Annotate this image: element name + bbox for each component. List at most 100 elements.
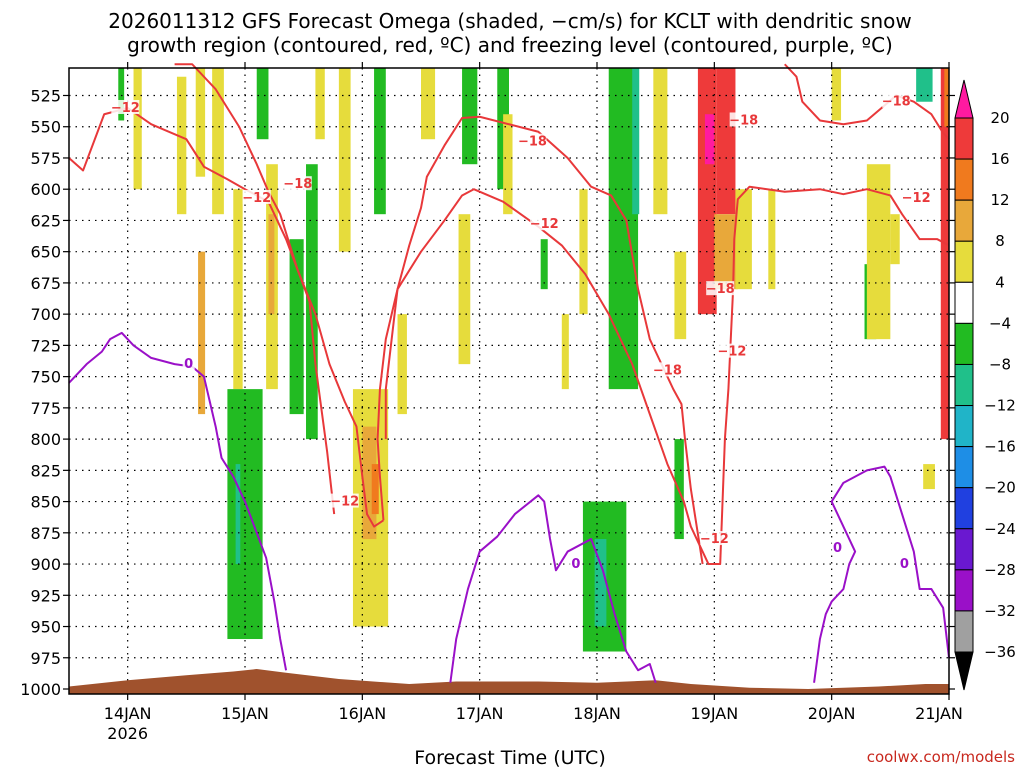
y-tick-label-650: 650 — [30, 243, 61, 262]
colorbar-swatch-11 — [954, 569, 974, 612]
colorbar-swatch-3 — [954, 240, 974, 283]
contour-label-bg-3 — [330, 493, 359, 508]
contour-label-bg-15 — [831, 539, 844, 554]
contour-label-6: −18 — [729, 113, 758, 128]
contour-label-bg-5 — [530, 216, 559, 231]
omega-region-0 — [118, 68, 125, 121]
colorbar-label-3: 8 — [995, 232, 1005, 250]
colorbar-label-4: 4 — [995, 273, 1005, 291]
y-tick-label-700: 700 — [30, 305, 61, 324]
contour-m18-west — [174, 63, 385, 528]
y-tick-label-725: 725 — [30, 336, 61, 355]
colorbar-swatch-5 — [954, 322, 974, 365]
omega-region-26 — [540, 239, 548, 290]
contour-label-bg-14 — [569, 556, 582, 571]
colorbar-label-0: 20 — [990, 109, 1009, 127]
y-tick-label-625: 625 — [30, 211, 61, 230]
plot-frame — [68, 67, 950, 695]
y-tick-label-925: 925 — [30, 586, 61, 605]
omega-region-41 — [768, 189, 776, 290]
contour-label-bg-8 — [902, 189, 931, 204]
omega-region-30 — [594, 539, 607, 627]
x-tick-sublabel-0: 2026 — [107, 724, 148, 743]
omega-region-21 — [421, 68, 436, 140]
contour-label-bg-2 — [283, 176, 312, 191]
omega-region-45 — [890, 214, 900, 265]
omega-region-13 — [306, 164, 318, 440]
colorbar: 20 16 12 8 4 −4 −8 −12 −16 −20 −24 −28 −32 −36 — [954, 79, 1016, 691]
omega-region-33 — [653, 68, 668, 215]
colorbar-swatch-12 — [954, 610, 974, 653]
chart-title-line-2: growth region (contoured, red, ºC) and f… — [127, 33, 893, 57]
y-tick-label-825: 825 — [30, 461, 61, 480]
colorbar-label-12: −32 — [984, 602, 1016, 620]
x-tick-label-0: 14JAN — [104, 704, 152, 723]
omega-region-22 — [458, 214, 471, 365]
x-tick-label-1: 15JAN — [221, 704, 269, 723]
omega-region-25 — [503, 114, 513, 215]
x-tick-label-6: 20JAN — [808, 704, 856, 723]
y-tick-label-750: 750 — [30, 368, 61, 387]
colorbar-top-triangle — [954, 79, 974, 119]
y-tick-label-800: 800 — [30, 430, 61, 449]
omega-region-11 — [268, 214, 275, 315]
contour-label-2: −18 — [283, 177, 312, 192]
y-tick-label-850: 850 — [30, 493, 61, 512]
contour-m18-east — [784, 63, 950, 140]
contour-label-bg-13 — [182, 356, 195, 371]
grid-lines — [69, 68, 949, 694]
colorbar-swatch-8 — [954, 446, 974, 489]
contour-label-12: −12 — [700, 532, 729, 547]
contour-label-8: −12 — [902, 191, 931, 206]
omega-region-34 — [674, 251, 687, 340]
contour-label-15: 0 — [833, 541, 842, 556]
omega-region-12 — [289, 239, 304, 415]
contour-label-bg-9 — [706, 281, 735, 296]
omega-region-48 — [940, 68, 949, 440]
omega-region-2 — [176, 76, 187, 215]
omega-region-20 — [397, 314, 407, 415]
omega-region-19 — [374, 68, 386, 215]
contour-fz-center — [449, 494, 657, 684]
contour-label-13: 0 — [184, 357, 193, 372]
colorbar-label-6: −8 — [989, 355, 1011, 373]
omega-region-32 — [632, 68, 640, 215]
contour-label-7: −18 — [882, 95, 911, 110]
terrain — [69, 669, 949, 694]
credit-text: coolwx.com/models — [867, 748, 1015, 766]
colorbar-swatch-7 — [954, 405, 974, 448]
omega-region-5 — [212, 68, 224, 215]
colorbar-swatch-0 — [954, 117, 974, 160]
contour-label-5: −12 — [530, 217, 559, 232]
omega-region-6 — [233, 189, 243, 390]
contour-fz-west — [68, 331, 288, 671]
colorbar-swatch-1 — [954, 158, 974, 201]
omega-region-37 — [704, 114, 715, 165]
omega-region-15 — [338, 68, 351, 252]
omega-region-27 — [561, 314, 569, 390]
omega-region-47 — [923, 464, 935, 490]
omega-region-7 — [227, 389, 263, 640]
y-tick-label-875: 875 — [30, 524, 61, 543]
chart-title-line-1: 2026011312 GFS Forecast Omega (shaded, −… — [108, 9, 911, 33]
omega-region-3 — [195, 68, 206, 177]
omega-region-42 — [831, 68, 842, 121]
contour-lines — [68, 63, 950, 684]
omega-region-14 — [315, 68, 325, 140]
contour-label-9: −18 — [706, 282, 735, 297]
contour-label-bg-4 — [518, 133, 547, 148]
contour-m12-center — [376, 185, 950, 566]
colorbar-label-13: −36 — [984, 643, 1016, 661]
x-tick-label-4: 18JAN — [573, 704, 621, 723]
contour-label-bg-1 — [242, 189, 271, 204]
colorbar-swatch-2 — [954, 199, 974, 242]
colorbar-label-7: −12 — [984, 397, 1016, 415]
x-tick-label-5: 19JAN — [690, 704, 738, 723]
x-tick-label-7: 21JAN — [915, 704, 963, 723]
y-tick-label-600: 600 — [30, 180, 61, 199]
contour-label-16: 0 — [900, 557, 909, 572]
colorbar-label-9: −20 — [984, 479, 1016, 497]
omega-region-40 — [735, 189, 752, 290]
